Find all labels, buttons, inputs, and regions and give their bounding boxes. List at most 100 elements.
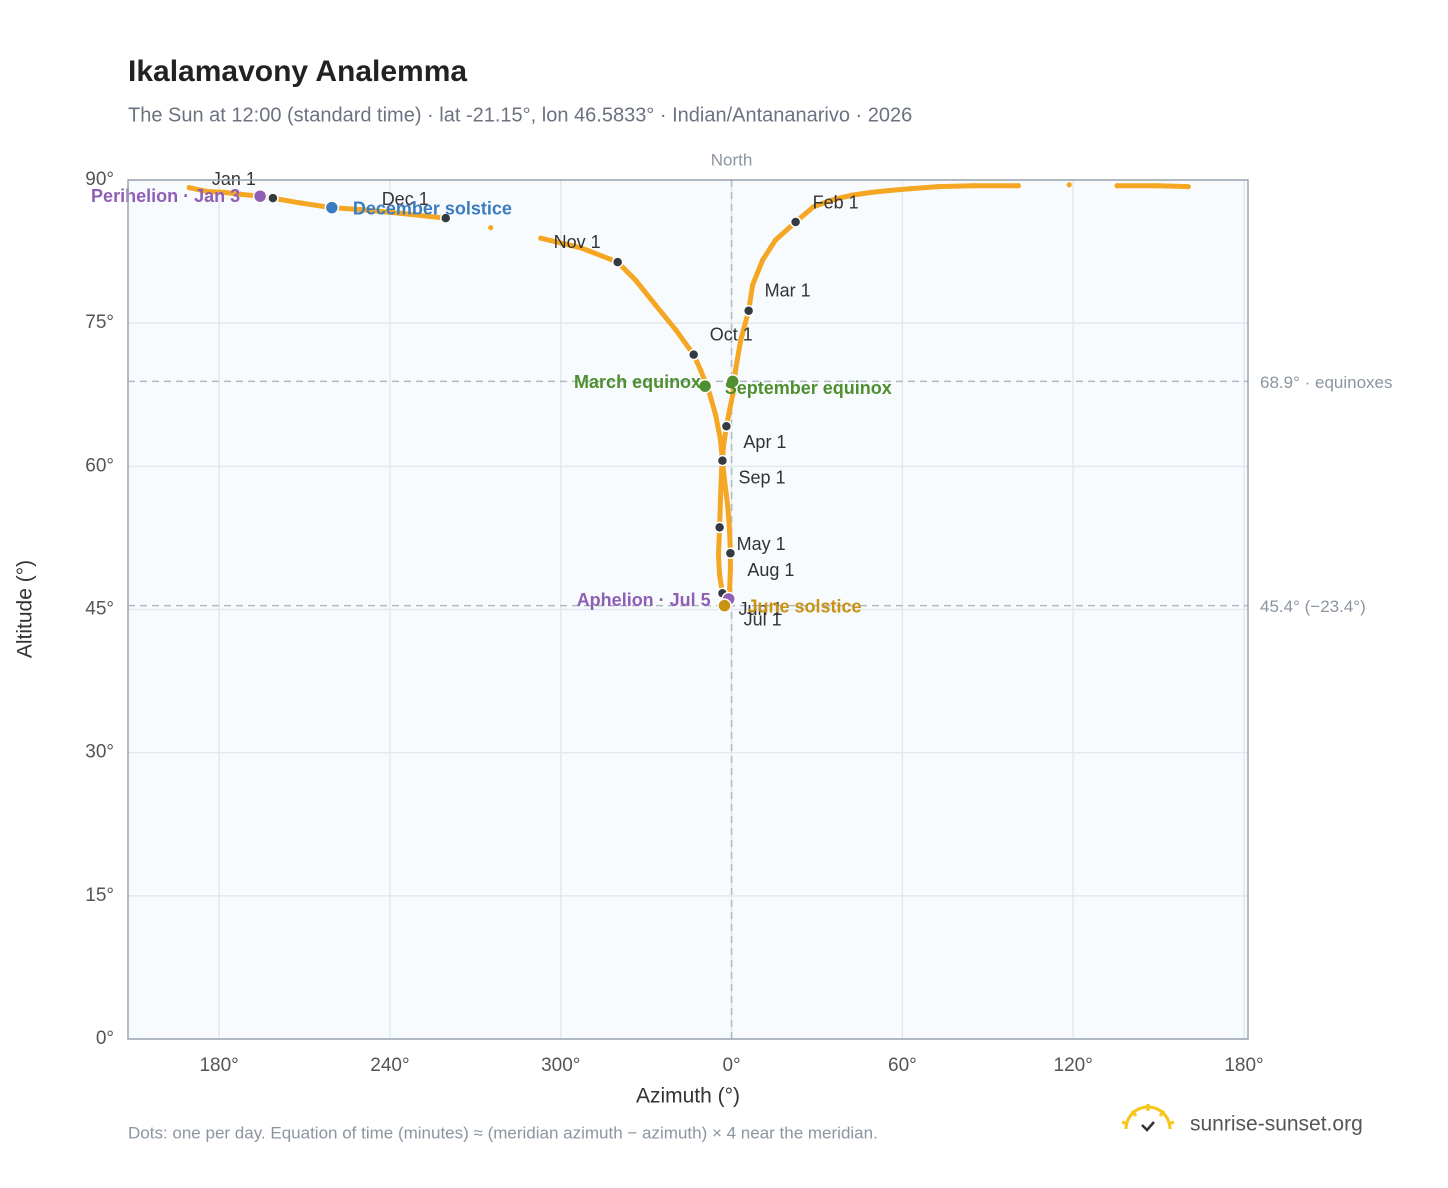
day-dot — [738, 337, 744, 343]
analemma-segment — [705, 387, 719, 418]
event-label: June solstice — [747, 596, 861, 616]
y-tick-label: 0° — [96, 1028, 114, 1049]
event-label: Aphelion · Jul 5 — [577, 590, 711, 610]
day-dot — [935, 184, 941, 190]
month-label: Jan 1 — [212, 169, 256, 189]
analemma-segment — [633, 277, 659, 308]
day-dot — [1015, 183, 1021, 189]
analemma-segment — [828, 192, 854, 203]
day-dot — [772, 237, 779, 243]
day-dot — [358, 206, 364, 213]
day-dot — [868, 189, 874, 196]
day-dot — [1066, 182, 1072, 188]
day-dot — [673, 327, 679, 333]
day-dot — [727, 567, 734, 573]
day-dot — [732, 367, 739, 373]
month-label: May 1 — [737, 534, 786, 554]
day-dot — [717, 572, 723, 578]
analemma-segment — [733, 337, 744, 373]
day-dot — [908, 185, 915, 192]
day-dot — [238, 191, 244, 197]
day-dot — [721, 477, 728, 483]
month-label: Sep 1 — [738, 467, 785, 487]
y-tick-label: 90° — [85, 169, 114, 190]
analemma-segment — [760, 237, 778, 263]
analemma-segment — [204, 188, 227, 195]
month-dot — [716, 454, 729, 467]
event-label: December solstice — [353, 198, 512, 218]
analemma-segment — [221, 189, 244, 197]
month-dot — [611, 256, 624, 268]
analemma-segment — [653, 302, 679, 333]
analemma-segment — [358, 207, 404, 216]
x-tick-label: 0° — [722, 1055, 740, 1076]
analemma-segment — [715, 552, 723, 578]
day-dot — [633, 277, 639, 283]
day-dot — [1154, 183, 1160, 189]
reference-label: 45.4° (−23.4°) — [1260, 597, 1366, 616]
y-tick-label: 30° — [85, 742, 114, 763]
month-dot — [713, 521, 726, 534]
analemma-segment — [721, 477, 731, 508]
footnote: Dots: one per day. Equation of time (min… — [128, 1123, 878, 1142]
day-dot — [750, 282, 756, 288]
day-dot — [726, 587, 733, 594]
month-dot — [267, 192, 279, 204]
day-dot — [221, 189, 227, 196]
day-dot — [848, 192, 855, 198]
event-dot — [324, 200, 340, 215]
day-dot — [759, 257, 766, 263]
brand-logo — [1121, 1104, 1175, 1132]
day-dot — [718, 467, 725, 473]
analemma-segment — [1154, 183, 1191, 190]
analemma-segment — [538, 235, 584, 251]
day-dot — [652, 302, 659, 308]
day-dot — [488, 225, 494, 231]
y-tick-label: 75° — [85, 312, 114, 333]
month-dot — [439, 212, 452, 224]
day-dot — [810, 204, 817, 210]
event-dot — [717, 598, 732, 613]
analemma-segment — [398, 210, 449, 221]
day-dot — [724, 501, 731, 508]
day-dot — [717, 437, 724, 443]
analemma-segment — [578, 245, 621, 265]
north-label: North — [711, 150, 753, 169]
day-dot — [720, 442, 727, 448]
y-tick-label: 15° — [85, 885, 114, 906]
x-tick-label: 180° — [1224, 1055, 1263, 1076]
grid — [128, 179, 1248, 1040]
day-dot — [726, 527, 733, 533]
event-dot — [697, 378, 713, 394]
y-tick-label: 45° — [85, 599, 114, 620]
x-tick-label: 180° — [199, 1055, 238, 1076]
month-dot — [687, 348, 700, 361]
analemma-segment — [811, 197, 834, 210]
analemma-segment — [750, 257, 766, 288]
analemma-segment — [717, 467, 725, 503]
day-dot — [715, 552, 722, 558]
month-dot — [724, 547, 737, 559]
chart-title: Ikalamavony Analemma — [128, 55, 467, 88]
x-tick-label: 120° — [1054, 1055, 1093, 1076]
month-label: Jun 1 — [738, 599, 782, 619]
x-tick-label: 60° — [888, 1055, 917, 1076]
day-dot — [697, 367, 704, 373]
month-label: Oct 1 — [710, 324, 753, 344]
month-dot — [742, 305, 755, 317]
brand-name: sunrise-sunset.org — [1190, 1113, 1363, 1136]
x-tick-label: 240° — [370, 1055, 409, 1076]
x-axis-label: Azimuth (°) — [636, 1085, 740, 1108]
day-dot — [828, 197, 835, 203]
event-label: September equinox — [725, 378, 892, 398]
reference-label: 68.9° · equinoxes — [1260, 373, 1393, 392]
month-dot — [720, 420, 733, 432]
day-dot — [1185, 184, 1191, 190]
day-dot — [398, 210, 404, 217]
analemma-segment — [886, 186, 914, 193]
analemma-segment — [935, 183, 976, 190]
month-label: Dec 1 — [382, 189, 429, 209]
day-dot — [297, 200, 303, 206]
month-label: Aug 1 — [747, 560, 794, 580]
